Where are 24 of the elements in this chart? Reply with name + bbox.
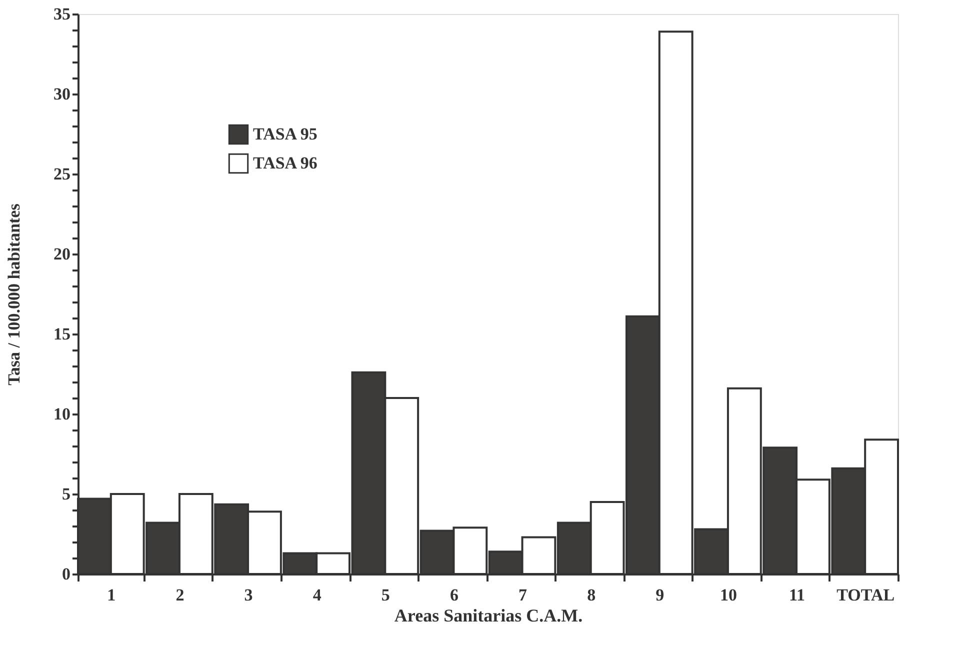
y-tick-label: 30 bbox=[54, 84, 70, 104]
x-tick-label: 4 bbox=[312, 586, 322, 604]
y-axis-title: Tasa / 100.000 habitantes bbox=[4, 203, 24, 386]
x-axis-title: Areas Sanitarias C.A.M. bbox=[394, 606, 583, 626]
x-tick-label: 10 bbox=[720, 586, 737, 604]
x-tick-label: 9 bbox=[656, 586, 664, 604]
x-tick-label: 5 bbox=[381, 586, 390, 604]
x-tick-label: TOTAL bbox=[836, 586, 895, 604]
x-tick-label: 11 bbox=[788, 586, 806, 604]
y-tick-label: 20 bbox=[54, 244, 70, 264]
y-tick-label: 35 bbox=[54, 4, 70, 24]
x-tick-label: 3 bbox=[244, 586, 253, 604]
x-tick-label: 6 bbox=[450, 586, 458, 604]
y-tick-label: 0 bbox=[62, 564, 70, 584]
y-tick-label: 5 bbox=[62, 484, 70, 504]
y-tick-label: 25 bbox=[54, 164, 70, 184]
legend-label: TASA 96 bbox=[253, 154, 318, 172]
x-tick-label: 7 bbox=[518, 586, 528, 604]
x-tick-label: 2 bbox=[176, 586, 184, 604]
y-tick-label: 10 bbox=[54, 404, 70, 424]
y-tick-label: 15 bbox=[54, 324, 70, 344]
legend-label: TASA 95 bbox=[253, 124, 318, 144]
x-tick-label: 8 bbox=[587, 586, 596, 604]
x-tick-label: 1 bbox=[107, 586, 116, 604]
